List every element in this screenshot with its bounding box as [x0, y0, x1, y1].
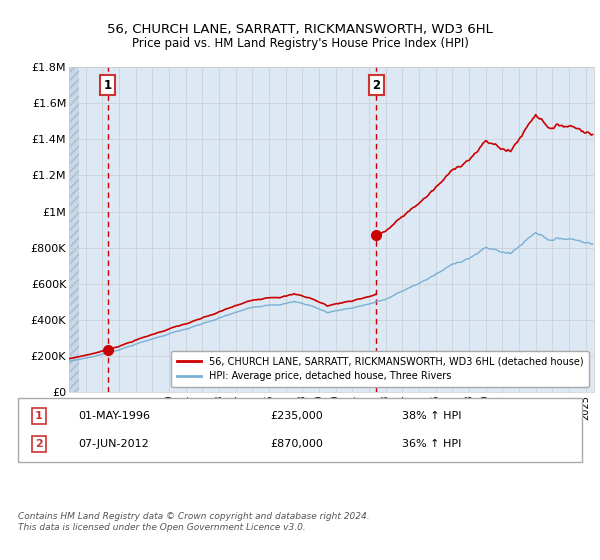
Text: £870,000: £870,000: [270, 439, 323, 449]
Text: Contains HM Land Registry data © Crown copyright and database right 2024.
This d: Contains HM Land Registry data © Crown c…: [18, 512, 370, 532]
Text: 07-JUN-2012: 07-JUN-2012: [78, 439, 149, 449]
Text: 56, CHURCH LANE, SARRATT, RICKMANSWORTH, WD3 6HL: 56, CHURCH LANE, SARRATT, RICKMANSWORTH,…: [107, 24, 493, 36]
Text: 1: 1: [35, 410, 43, 421]
Text: 2: 2: [35, 439, 43, 449]
Text: 01-MAY-1996: 01-MAY-1996: [78, 410, 150, 421]
Text: 38% ↑ HPI: 38% ↑ HPI: [402, 410, 461, 421]
Text: Price paid vs. HM Land Registry's House Price Index (HPI): Price paid vs. HM Land Registry's House …: [131, 38, 469, 50]
Bar: [69, 67, 79, 392]
Text: £235,000: £235,000: [270, 410, 323, 421]
Text: 2: 2: [372, 78, 380, 92]
Legend: 56, CHURCH LANE, SARRATT, RICKMANSWORTH, WD3 6HL (detached house), HPI: Average : 56, CHURCH LANE, SARRATT, RICKMANSWORTH,…: [171, 351, 589, 387]
Text: 36% ↑ HPI: 36% ↑ HPI: [402, 439, 461, 449]
Text: 1: 1: [104, 78, 112, 92]
